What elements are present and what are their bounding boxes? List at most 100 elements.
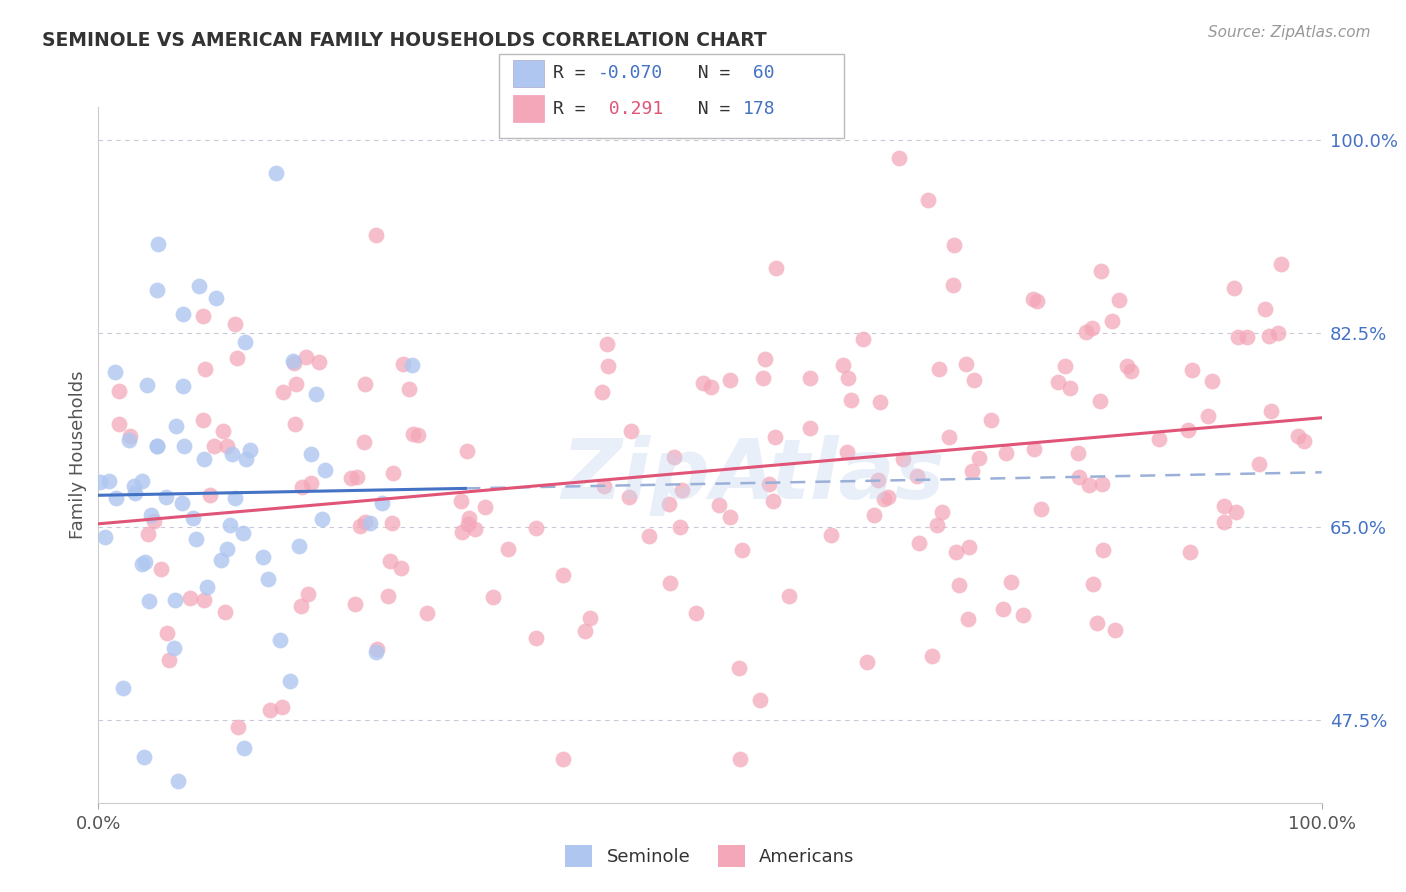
Point	[1090, 264, 1112, 278]
Point	[596, 359, 619, 374]
Point	[94, 530, 117, 544]
Point	[938, 430, 960, 444]
Point	[416, 606, 439, 620]
Point	[1267, 326, 1289, 340]
Point	[297, 587, 319, 601]
Point	[340, 471, 363, 485]
Point	[402, 427, 425, 442]
Point	[927, 518, 949, 533]
Text: Source: ZipAtlas.com: Source: ZipAtlas.com	[1208, 25, 1371, 40]
Point	[524, 631, 547, 645]
Point	[371, 496, 394, 510]
Point	[762, 493, 785, 508]
Point	[524, 520, 547, 534]
Point	[343, 597, 366, 611]
Point	[1225, 506, 1247, 520]
Point	[658, 497, 681, 511]
Point	[165, 593, 187, 607]
Point	[138, 593, 160, 607]
Point	[228, 720, 250, 734]
Point	[214, 605, 236, 619]
Point	[359, 516, 381, 530]
Point	[235, 452, 257, 467]
Point	[285, 377, 308, 392]
Point	[377, 589, 399, 603]
Point	[354, 516, 377, 530]
Point	[311, 512, 333, 526]
Point	[134, 555, 156, 569]
Point	[401, 358, 423, 372]
Point	[349, 518, 371, 533]
Point	[668, 519, 690, 533]
Text: Atlas: Atlas	[710, 435, 945, 516]
Text: N =: N =	[676, 64, 741, 82]
Point	[887, 151, 910, 165]
Point	[295, 351, 318, 365]
Point	[866, 473, 889, 487]
Point	[942, 278, 965, 293]
Point	[754, 352, 776, 367]
Point	[928, 362, 950, 376]
Point	[226, 351, 249, 366]
Point	[1059, 381, 1081, 395]
Point	[1104, 623, 1126, 637]
Point	[718, 373, 741, 387]
Point	[458, 511, 481, 525]
Point	[1047, 375, 1070, 389]
Point	[172, 379, 194, 393]
Point	[1101, 313, 1123, 327]
Point	[1292, 434, 1315, 448]
Point	[799, 420, 821, 434]
Text: R =: R =	[553, 100, 596, 118]
Text: R =: R =	[553, 64, 596, 82]
Point	[366, 641, 388, 656]
Point	[474, 500, 496, 514]
Point	[456, 444, 478, 458]
Point	[671, 483, 693, 497]
Point	[118, 429, 141, 443]
Point	[948, 577, 970, 591]
Point	[264, 166, 287, 180]
Point	[224, 491, 246, 506]
Point	[994, 446, 1017, 460]
Point	[699, 380, 721, 394]
Point	[305, 387, 328, 401]
Point	[111, 681, 134, 695]
Point	[955, 357, 977, 371]
Point	[1092, 543, 1115, 558]
Point	[1213, 499, 1236, 513]
Point	[1286, 429, 1309, 443]
Point	[1177, 423, 1199, 437]
Point	[1222, 280, 1244, 294]
Point	[1090, 394, 1112, 409]
Point	[132, 750, 155, 764]
Point	[1031, 502, 1053, 516]
Point	[122, 478, 145, 492]
Point	[378, 554, 401, 568]
Point	[917, 193, 939, 207]
Point	[107, 417, 129, 431]
Point	[146, 439, 169, 453]
Point	[1067, 446, 1090, 460]
Point	[269, 633, 291, 648]
Text: N =: N =	[676, 100, 741, 118]
Point	[1108, 293, 1130, 308]
Point	[591, 384, 613, 399]
Point	[718, 510, 741, 524]
Point	[215, 439, 238, 453]
Point	[257, 572, 280, 586]
Point	[658, 575, 681, 590]
Point	[728, 751, 751, 765]
Point	[271, 384, 294, 399]
Point	[758, 476, 780, 491]
Point	[193, 593, 215, 607]
Point	[905, 468, 928, 483]
Point	[188, 279, 211, 293]
Point	[749, 692, 772, 706]
Point	[763, 430, 786, 444]
Point	[619, 491, 641, 505]
Point	[1121, 364, 1143, 378]
Point	[146, 283, 169, 297]
Point	[553, 751, 575, 765]
Point	[662, 450, 685, 464]
